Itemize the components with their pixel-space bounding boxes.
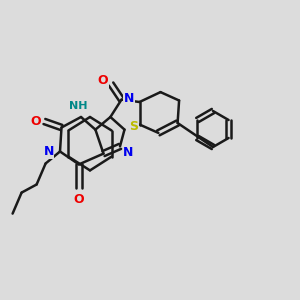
Text: S: S xyxy=(130,119,139,133)
Text: O: O xyxy=(31,115,41,128)
Text: NH: NH xyxy=(69,100,88,111)
Text: O: O xyxy=(74,193,84,206)
Text: N: N xyxy=(124,92,134,105)
Text: N: N xyxy=(44,145,54,158)
Text: O: O xyxy=(97,74,108,88)
Text: N: N xyxy=(123,146,134,159)
